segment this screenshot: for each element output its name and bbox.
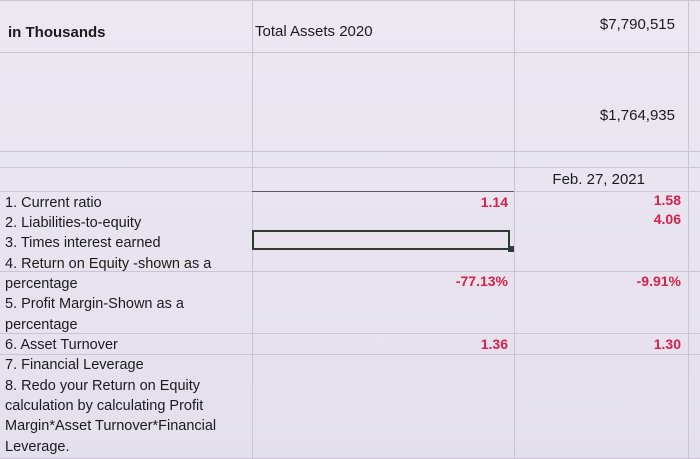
list-item[interactable]: Leverage. bbox=[5, 439, 70, 455]
asset-turnover-2020[interactable]: 1.36 bbox=[480, 336, 508, 352]
list-item[interactable]: 6. Asset Turnover bbox=[5, 337, 118, 353]
list-item[interactable]: 8. Redo your Return on Equity bbox=[5, 378, 201, 394]
grid-line bbox=[0, 167, 700, 168]
list-item[interactable]: 7. Financial Leverage bbox=[5, 357, 144, 373]
current-ratio-2020[interactable]: 1.14 bbox=[480, 194, 508, 210]
grid-line bbox=[0, 333, 700, 334]
grid-line bbox=[688, 0, 689, 459]
list-item[interactable]: 3. Times interest earned bbox=[5, 235, 161, 251]
list-item[interactable]: percentage bbox=[5, 317, 78, 333]
list-item[interactable]: calculation by calculating Profit bbox=[5, 398, 204, 414]
total-assets-label[interactable]: Total Assets 2020 bbox=[255, 23, 373, 40]
cell-border bbox=[252, 191, 514, 192]
list-item[interactable]: percentage bbox=[5, 276, 78, 292]
list-item[interactable]: 1. Current ratio bbox=[5, 195, 102, 211]
grid-line bbox=[0, 271, 700, 272]
fill-handle[interactable] bbox=[508, 246, 514, 252]
times-interest-earned-2020-selected-cell[interactable] bbox=[252, 230, 510, 250]
asset-turnover-2021[interactable]: 1.30 bbox=[653, 336, 681, 352]
units-label: in Thousands bbox=[8, 24, 106, 41]
liabilities-to-equity-2021[interactable]: 4.06 bbox=[653, 211, 681, 227]
list-item[interactable]: 5. Profit Margin-Shown as a bbox=[5, 296, 184, 312]
grid-line bbox=[0, 151, 700, 152]
grid-line bbox=[0, 354, 700, 355]
date-label-cell[interactable]: Feb. 27, 2021 bbox=[552, 171, 645, 188]
grid-line bbox=[0, 0, 700, 1]
grid-line bbox=[252, 0, 253, 459]
list-item[interactable]: 2. Liabilities-to-equity bbox=[5, 215, 142, 231]
list-item[interactable]: Margin*Asset Turnover*Financial bbox=[5, 418, 217, 434]
list-item[interactable]: 4. Return on Equity -shown as a bbox=[5, 256, 212, 272]
second-value-cell[interactable]: $1,764,935 bbox=[599, 107, 675, 124]
grid-line bbox=[514, 0, 515, 459]
total-assets-value[interactable]: $7,790,515 bbox=[599, 16, 675, 33]
grid-line bbox=[0, 52, 700, 53]
return-on-equity-2020[interactable]: -77.13% bbox=[455, 273, 508, 289]
current-ratio-2021[interactable]: 1.58 bbox=[653, 192, 681, 208]
return-on-equity-2021[interactable]: -9.91% bbox=[636, 273, 681, 289]
